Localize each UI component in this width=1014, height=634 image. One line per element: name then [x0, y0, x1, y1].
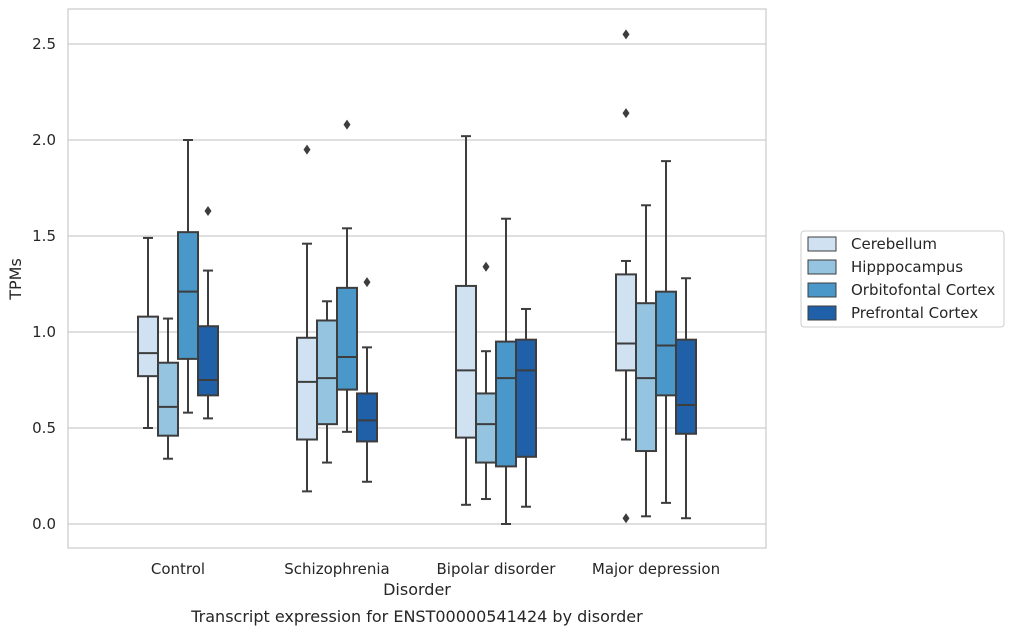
plot-area-frame	[67, 8, 767, 549]
box-iqr	[515, 338, 537, 458]
x-tick-label: Bipolar disorder	[437, 560, 557, 578]
box-1-3	[635, 204, 657, 518]
box-iqr	[495, 340, 517, 468]
box-1-1	[316, 300, 338, 464]
box-3-0	[197, 206, 219, 420]
y-tick-label: 0.0	[32, 515, 56, 533]
y-tick-label: 1.5	[32, 227, 56, 245]
box-3-1	[356, 277, 378, 483]
box-iqr	[356, 392, 378, 443]
box-2-2	[495, 217, 517, 525]
outlier-point	[363, 277, 371, 288]
box-2-0	[177, 139, 199, 414]
box-iqr	[655, 290, 677, 397]
box-iqr	[475, 392, 497, 464]
y-tick-label: 2.5	[32, 35, 56, 53]
x-tick-label: Control	[151, 560, 205, 578]
x-axis-label: Disorder	[383, 580, 451, 599]
x-tick-label: Major depression	[592, 560, 720, 578]
box-2-1	[336, 119, 358, 433]
legend-label: Prefrontal Cortex	[851, 304, 978, 322]
outlier-point	[622, 29, 630, 40]
box-iqr	[675, 338, 697, 435]
outlier-point	[204, 206, 212, 217]
box-3-3	[675, 277, 697, 520]
box-iqr	[455, 284, 477, 439]
box-iqr	[296, 336, 318, 441]
box-0-2	[455, 135, 477, 506]
outlier-point	[622, 108, 630, 119]
legend: Cerebellum Hipppocampus Orbitofontal Corte…	[800, 230, 1005, 328]
legend-swatch	[807, 282, 837, 298]
box-3-2	[515, 307, 537, 508]
box-2-3	[655, 160, 677, 504]
box-iqr	[157, 361, 179, 437]
legend-frame	[800, 230, 1005, 328]
legend-label: Orbitofontal Cortex	[851, 281, 995, 299]
legend-label: Hipppocampus	[851, 258, 963, 276]
box-iqr	[197, 325, 219, 397]
y-axis-ticks: 0.0 0.5 1.0 1.5 2.0 2.5	[32, 35, 56, 533]
box-iqr	[615, 273, 637, 372]
legend-swatch	[807, 236, 837, 252]
y-tick-label: 0.5	[32, 419, 56, 437]
outlier-point	[622, 513, 630, 524]
box-iqr	[137, 315, 159, 378]
legend-swatch	[807, 259, 837, 275]
legend-items: Cerebellum Hipppocampus Orbitofontal Corte…	[807, 235, 995, 322]
outlier-point	[482, 261, 490, 272]
y-axis-label: TPMs	[6, 258, 25, 301]
x-axis-ticks: Control Schizophrenia Bipolar disorder Majo…	[151, 560, 720, 578]
legend-swatch	[807, 305, 837, 321]
boxes	[137, 29, 697, 525]
box-1-0	[157, 317, 179, 460]
box-0-0	[137, 236, 159, 429]
outlier-point	[303, 144, 311, 155]
y-tick-label: 2.0	[32, 131, 56, 149]
y-tick-label: 1.0	[32, 323, 56, 341]
outlier-point	[343, 119, 351, 130]
box-1-2	[475, 261, 497, 501]
box-iqr	[336, 286, 358, 391]
chart-caption: Transcript expression for ENST0000054142…	[190, 607, 643, 626]
box-iqr	[316, 319, 338, 426]
box-iqr	[177, 231, 199, 360]
x-tick-label: Schizophrenia	[284, 560, 389, 578]
legend-label: Cerebellum	[851, 235, 937, 253]
